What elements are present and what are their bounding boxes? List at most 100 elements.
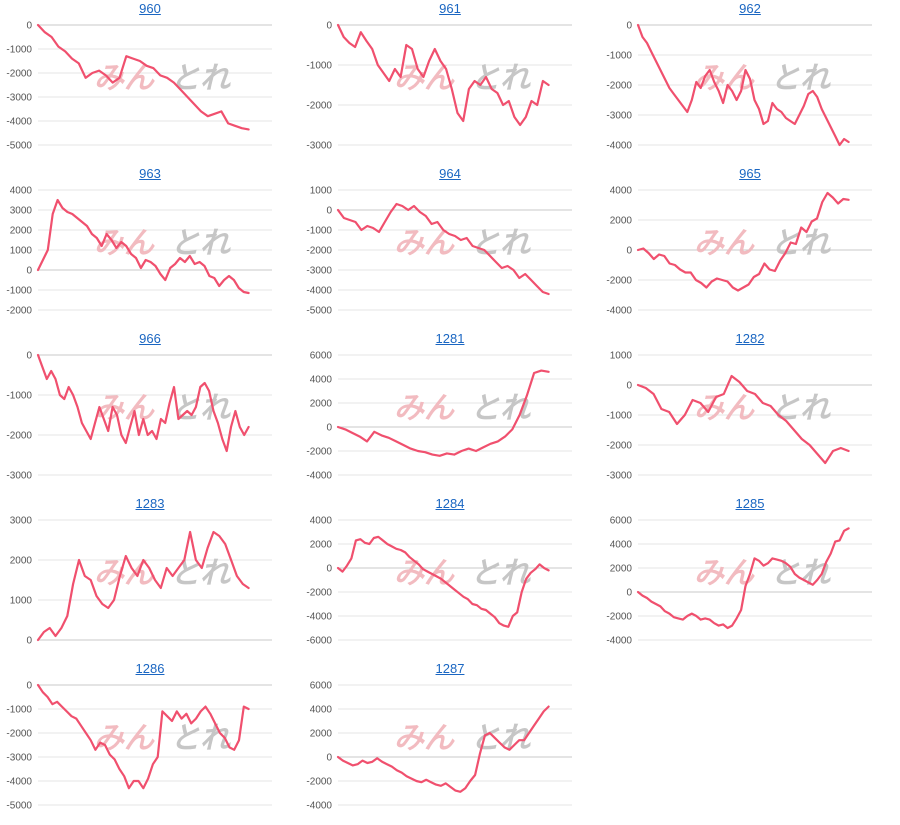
chart-title-link[interactable]: 962	[739, 1, 761, 16]
y-tick-label: -2000	[6, 69, 32, 80]
chart-title-link[interactable]: 1283	[135, 496, 165, 511]
series-line	[36, 530, 250, 642]
chart-title-link[interactable]: 1284	[435, 496, 465, 511]
chart-panel-1286: 1286 0 -1000 -2000 -3000 -4000 -5000 みん とれ	[0, 660, 300, 825]
chart-panel-1281: 1281 6000 4000 2000 0 -2000 -4000 みん とれ	[300, 330, 600, 495]
y-tick-label: 1000	[610, 351, 633, 362]
watermark-left-text: みん	[394, 721, 455, 756]
chart-svg: 6000 4000 2000 0 -2000 -4000 みん とれ	[306, 351, 572, 482]
series-line	[336, 535, 550, 628]
y-tick-label: 0	[326, 21, 332, 32]
chart-svg: 6000 4000 2000 0 -2000 -4000 みん とれ	[306, 681, 572, 812]
y-tick-label: 6000	[610, 516, 633, 527]
series-line	[636, 527, 850, 630]
y-tick-label: -1000	[606, 411, 632, 422]
y-tick-label: -2000	[606, 276, 632, 287]
watermark-left-text: みん	[694, 226, 755, 261]
y-tick-label: 3000	[10, 206, 33, 217]
y-tick-label: -3000	[606, 111, 632, 122]
y-tick-label: -2000	[306, 101, 332, 112]
y-tick-label: 2000	[610, 564, 633, 575]
y-tick-label: -2000	[306, 447, 332, 458]
y-tick-label: 0	[326, 423, 332, 434]
chart-title-link[interactable]: 1286	[135, 661, 165, 676]
y-tick-label: -5000	[6, 801, 32, 812]
y-tick-label: -1000	[306, 61, 332, 72]
chart-title-link[interactable]: 965	[739, 166, 761, 181]
chart-title-link[interactable]: 964	[439, 166, 461, 181]
series-line	[36, 198, 250, 295]
chart-svg: 1000 0 -1000 -2000 -3000 みん とれ	[606, 351, 872, 482]
y-tick-label: -4000	[306, 286, 332, 297]
chart-title-link[interactable]: 1282	[735, 331, 765, 346]
chart-panel-1285: 1285 6000 4000 2000 0 -2000 -4000 みん とれ	[600, 495, 900, 660]
chart-title-link[interactable]: 1287	[435, 661, 465, 676]
y-tick-label: 2000	[310, 399, 333, 410]
y-tick-label: -1000	[6, 391, 32, 402]
chart-title-link[interactable]: 1281	[435, 331, 465, 346]
y-tick-label: 0	[326, 564, 332, 575]
y-tick-label: 4000	[310, 705, 333, 716]
y-tick-label: 2000	[10, 556, 33, 567]
y-tick-label: 2000	[10, 226, 33, 237]
chart-title-link[interactable]: 960	[139, 1, 161, 16]
watermark-logo: みん とれ	[694, 391, 831, 426]
chart-panel-963: 963 4000 3000 2000 1000 0 -1000 -2000 みん とれ	[0, 165, 300, 330]
watermark-logo: みん とれ	[694, 61, 831, 96]
y-tick-label: -4000	[606, 636, 632, 647]
series-line	[336, 202, 550, 296]
y-tick-label: 1000	[10, 246, 33, 257]
y-tick-label: -1000	[606, 51, 632, 62]
chart-title-link[interactable]: 1285	[735, 496, 765, 511]
y-tick-label: -2000	[606, 612, 632, 623]
chart-svg: 4000 2000 0 -2000 -4000 -6000 みん とれ	[306, 516, 572, 647]
chart-panel-962: 962 0 -1000 -2000 -3000 -4000 みん とれ	[600, 0, 900, 165]
watermark-right-text: とれ	[470, 721, 531, 756]
y-tick-label: 0	[26, 681, 32, 692]
y-tick-label: 0	[626, 381, 632, 392]
y-tick-label: -2000	[6, 431, 32, 442]
y-tick-label: -1000	[306, 226, 332, 237]
y-tick-label: -2000	[606, 441, 632, 452]
watermark-right-text: とれ	[170, 391, 231, 426]
chart-panel-1283: 1283 3000 2000 1000 0 みん とれ	[0, 495, 300, 660]
y-tick-label: 4000	[10, 186, 33, 197]
y-tick-label: -6000	[306, 636, 332, 647]
watermark-left-text: みん	[94, 391, 155, 426]
y-tick-label: 2000	[610, 216, 633, 227]
series-line	[336, 705, 550, 793]
y-tick-label: -4000	[6, 777, 32, 788]
chart-panel-1282: 1282 1000 0 -1000 -2000 -3000 みん とれ	[600, 330, 900, 495]
chart-title-link[interactable]: 966	[139, 331, 161, 346]
chart-svg: 0 -1000 -2000 -3000 みん とれ	[6, 351, 272, 482]
y-tick-label: -2000	[6, 729, 32, 740]
chart-svg: 0 -1000 -2000 -3000 -4000 -5000 みん とれ	[6, 21, 272, 152]
chart-svg: 6000 4000 2000 0 -2000 -4000 みん とれ	[606, 516, 872, 647]
watermark-logo: みん とれ	[94, 721, 231, 756]
y-tick-label: 0	[626, 246, 632, 257]
y-tick-label: 2000	[310, 540, 333, 551]
watermark-logo: みん とれ	[94, 61, 231, 96]
y-tick-label: 2000	[310, 729, 333, 740]
y-tick-label: 6000	[310, 681, 333, 692]
y-tick-label: -2000	[606, 81, 632, 92]
y-tick-label: -3000	[606, 471, 632, 482]
y-tick-label: -1000	[6, 286, 32, 297]
watermark-logo: みん とれ	[694, 556, 831, 591]
y-tick-label: -2000	[306, 777, 332, 788]
y-tick-label: -1000	[6, 45, 32, 56]
watermark-right-text: とれ	[470, 556, 531, 591]
chart-panel-961: 961 0 -1000 -2000 -3000 みん とれ	[300, 0, 600, 165]
y-tick-label: -3000	[306, 141, 332, 152]
chart-svg: 4000 2000 0 -2000 -4000 みん とれ	[606, 186, 872, 317]
chart-panel-966: 966 0 -1000 -2000 -3000 みん とれ	[0, 330, 300, 495]
y-tick-label: 0	[26, 21, 32, 32]
chart-title-link[interactable]: 961	[439, 1, 461, 16]
y-tick-label: 0	[26, 351, 32, 362]
chart-title-link[interactable]: 963	[139, 166, 161, 181]
watermark-left-text: みん	[694, 391, 755, 426]
y-tick-label: 1000	[310, 186, 333, 197]
chart-svg: 0 -1000 -2000 -3000 -4000 -5000 みん とれ	[6, 681, 272, 812]
y-tick-label: 4000	[610, 186, 633, 197]
